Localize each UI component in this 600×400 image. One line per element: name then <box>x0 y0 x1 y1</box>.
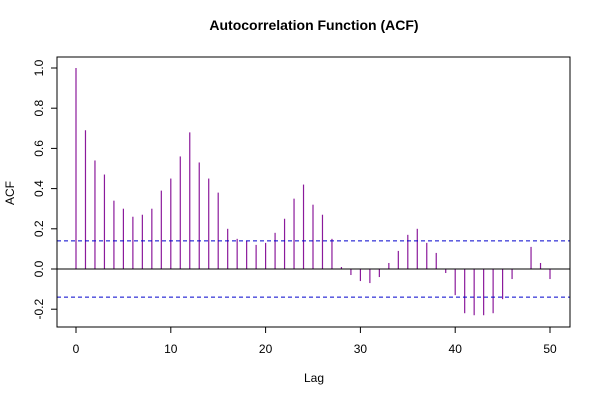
x-axis: 0 10 20 30 40 50 <box>73 326 557 356</box>
x-tick-label-10: 10 <box>164 342 178 356</box>
x-tick-label-40: 40 <box>449 342 463 356</box>
x-tick-label-0: 0 <box>73 342 80 356</box>
y-tick-label--0.2: -0.2 <box>32 299 46 320</box>
reference-lines <box>57 240 570 298</box>
x-axis-label: Lag <box>304 371 324 385</box>
y-tick-label-0.2: 0.2 <box>32 220 46 237</box>
y-axis: -0.2 0.0 0.2 0.4 0.6 0.8 1.0 <box>32 59 58 320</box>
y-tick-label-1.0: 1.0 <box>32 59 46 76</box>
chart-title: Autocorrelation Function (ACF) <box>209 17 418 33</box>
acf-bars <box>75 68 551 316</box>
y-tick-label-0.0: 0.0 <box>32 260 46 277</box>
x-tick-label-30: 30 <box>354 342 368 356</box>
y-tick-label-0.4: 0.4 <box>32 180 46 197</box>
y-tick-label-0.8: 0.8 <box>32 100 46 117</box>
y-tick-label-0.6: 0.6 <box>32 140 46 157</box>
x-tick-label-20: 20 <box>259 342 273 356</box>
plot-frame <box>56 56 571 328</box>
x-tick-label-50: 50 <box>543 342 557 356</box>
y-axis-label: ACF <box>3 181 17 205</box>
